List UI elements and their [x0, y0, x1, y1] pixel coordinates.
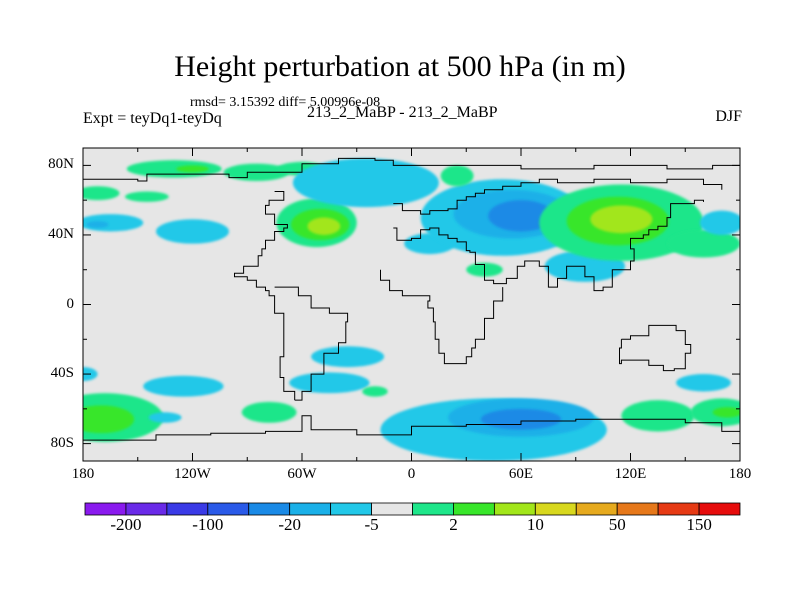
x-tick-label: 120E [614, 466, 647, 482]
y-tick-label: 40N [48, 225, 74, 242]
coastline [393, 178, 723, 215]
x-tick-label: 60E [508, 466, 534, 482]
season-label: DJF [715, 108, 742, 125]
y-tick-label: 0 [66, 295, 75, 312]
positive-anomaly-region [621, 400, 695, 432]
positive-anomaly-region [667, 229, 740, 258]
colorbar-label: 150 [686, 515, 712, 534]
coastline [274, 286, 349, 401]
positive-anomaly-region [362, 386, 388, 397]
coastline [83, 415, 740, 441]
y-tick-label: 80S [50, 434, 74, 451]
contour-fill-layer [83, 158, 740, 461]
colorbar-swatch [657, 502, 700, 516]
colorbar-swatch [371, 502, 413, 516]
negative-anomaly-region [488, 200, 554, 232]
x-tick-label: 0 [407, 466, 416, 482]
negative-anomaly-region [311, 346, 385, 368]
negative-anomaly-region [148, 412, 182, 423]
positive-anomaly-region [83, 405, 135, 434]
coastline [393, 199, 704, 292]
positive-anomaly-region [712, 407, 740, 418]
negative-anomaly-region [676, 374, 731, 392]
positive-anomaly-region [241, 401, 297, 423]
colorbar-swatch [125, 502, 168, 516]
colorbar-swatch [453, 502, 495, 516]
colorbar-swatch [616, 502, 659, 516]
colorbar-label: -5 [364, 515, 379, 534]
x-tick-label: 120W [174, 466, 211, 482]
x-tick-label: 180 [71, 466, 95, 482]
colorbar-swatch [412, 502, 454, 516]
case-label: 213_2_MaBP - 213_2_MaBP [307, 104, 498, 121]
colorbar-swatch [698, 502, 741, 516]
colorbar-swatch [289, 502, 332, 516]
colorbar-swatch [493, 502, 536, 516]
colorbar [84, 502, 741, 516]
negative-anomaly-region [86, 221, 109, 228]
colorbar-label: -100 [192, 515, 224, 534]
coastline [380, 269, 504, 365]
colorbar-swatch [166, 502, 209, 516]
stats-line: rmsd= 3.15392 diff= 5.00996e-08 [190, 95, 381, 110]
positive-anomaly-region [126, 160, 222, 178]
colorbar-swatch [207, 502, 250, 516]
positive-anomaly-region [176, 165, 209, 173]
colorbar-swatch [330, 502, 372, 516]
colorbar-label: -200 [110, 515, 142, 534]
negative-anomaly-region [143, 375, 224, 397]
negative-anomaly-region [83, 214, 144, 232]
coastline-layer [83, 157, 740, 441]
positive-anomaly-region [307, 217, 341, 235]
y-tick-label: 40S [50, 365, 74, 382]
x-tick-label: 60W [287, 466, 317, 482]
coastline [83, 157, 740, 182]
positive-anomaly-region [124, 191, 169, 202]
colorbar-label: 2 [449, 515, 458, 534]
positive-anomaly-region [590, 205, 653, 234]
colorbar-swatch [84, 502, 127, 516]
axis-ticks [82, 148, 741, 461]
y-tick-label: 80N [48, 156, 74, 173]
positive-anomaly-region [440, 165, 474, 187]
colorbar-label: 50 [608, 515, 626, 534]
colorbar-label: -20 [278, 515, 302, 534]
x-tick-label: 180 [728, 466, 752, 482]
coastline [619, 324, 692, 372]
chart-title: Height perturbation at 500 hPa (in m) [174, 50, 626, 83]
negative-anomaly-region [292, 158, 439, 208]
negative-anomaly-region [156, 219, 229, 244]
colorbar-swatch [575, 502, 618, 516]
positive-anomaly-region [83, 186, 120, 201]
colorbar-label: 10 [526, 515, 544, 534]
coastline [234, 191, 296, 401]
negative-anomaly-region [289, 372, 370, 394]
negative-anomaly-region [699, 210, 740, 235]
colorbar-swatch [534, 502, 577, 516]
experiment-label: Expt = teyDq1-teyDq [83, 110, 222, 127]
negative-anomaly-region [480, 408, 562, 430]
colorbar-swatch [248, 502, 291, 516]
